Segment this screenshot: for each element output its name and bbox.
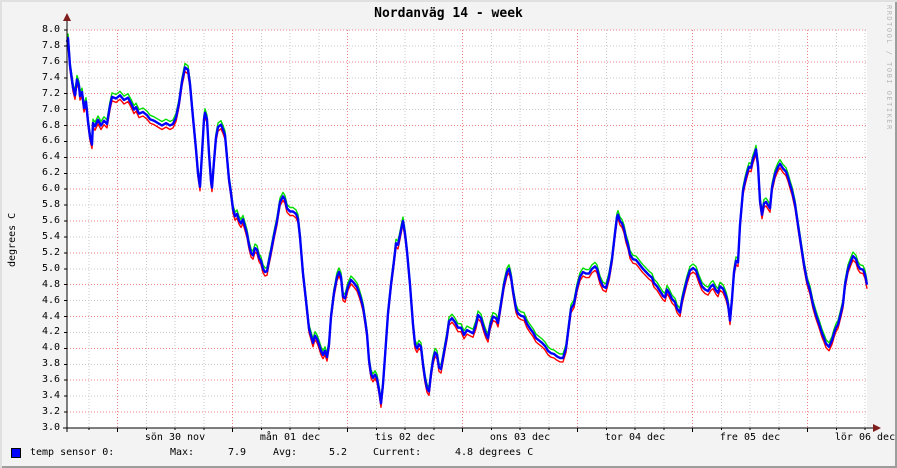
y-axis-tick-label: 7.4 [41,71,60,83]
y-axis-tick-label: 7.2 [41,87,60,99]
y-axis-tick-label: 3.0 [41,422,60,433]
y-axis-tick-label: 7.8 [41,39,60,51]
legend-max-value: 7.9 [228,447,247,458]
y-axis-tick-label: 4.2 [41,326,60,338]
y-axis-tick-label: 3.8 [41,358,60,370]
legend-current-label: Current: [373,447,422,458]
y-axis-tick-label: 6.6 [41,135,60,147]
x-axis-label: tor 04 dec [604,432,666,443]
y-axis-tick-label: 5.8 [41,199,60,211]
y-axis-tick-label: 7.6 [41,55,60,67]
x-axis-arrow [873,424,881,432]
y-axis-tick-label: 6.4 [41,151,60,163]
y-axis-tick-label: 6.2 [41,167,60,179]
legend-avg-value: 5.2 [329,447,348,458]
chart-title: Nordanväg 14 - week [374,6,523,21]
x-axis-label: lör 06 dec [834,432,896,443]
x-axis-label: mån 01 dec [259,432,321,443]
legend-current-value: 4.8 degrees C [455,447,534,458]
legend-row: temp sensor 0: Max: 7.9 Avg: 5.2 Current… [0,446,897,462]
legend-series-label: temp sensor 0: [30,447,115,458]
y-axis-tick-label: 5.4 [41,230,60,242]
legend-max-label: Max: [170,447,195,458]
y-axis-tick-label: 3.4 [41,390,60,402]
series-color-swatch [11,448,21,458]
y-axis-tick-label: 3.2 [41,406,60,418]
plot-area [67,30,867,428]
y-axis-tick-label: 7.0 [41,103,60,115]
y-axis-tick-label: 3.6 [41,374,60,386]
y-axis-tick-label: 4.6 [41,294,60,306]
y-axis-tick-label: 8.0 [41,24,60,35]
y-axis-tick-label: 4.0 [41,342,60,354]
y-axis-tick-label: 5.6 [41,215,60,227]
x-axis-label: sön 30 nov [144,432,206,443]
x-axis-label: tis 02 dec [374,432,436,443]
legend-avg-label: Avg: [273,447,298,458]
y-axis-tick-label: 6.8 [41,119,60,131]
x-axis-label: fre 05 dec [719,432,781,443]
y-axis-tick-label: 4.8 [41,278,60,290]
y-axis-tick-label: 5.0 [41,262,60,274]
avg-line [65,36,869,405]
y-axis-tick-label: 4.4 [41,310,60,322]
y-axis-arrow [63,13,71,21]
rrdtool-watermark: RRDTOOL / TOBI OETIKER [885,5,893,131]
y-axis-tick-label: 6.0 [41,183,60,195]
x-axis-label: ons 03 dec [489,432,551,443]
y-axis-tick-label: 5.2 [41,246,60,258]
